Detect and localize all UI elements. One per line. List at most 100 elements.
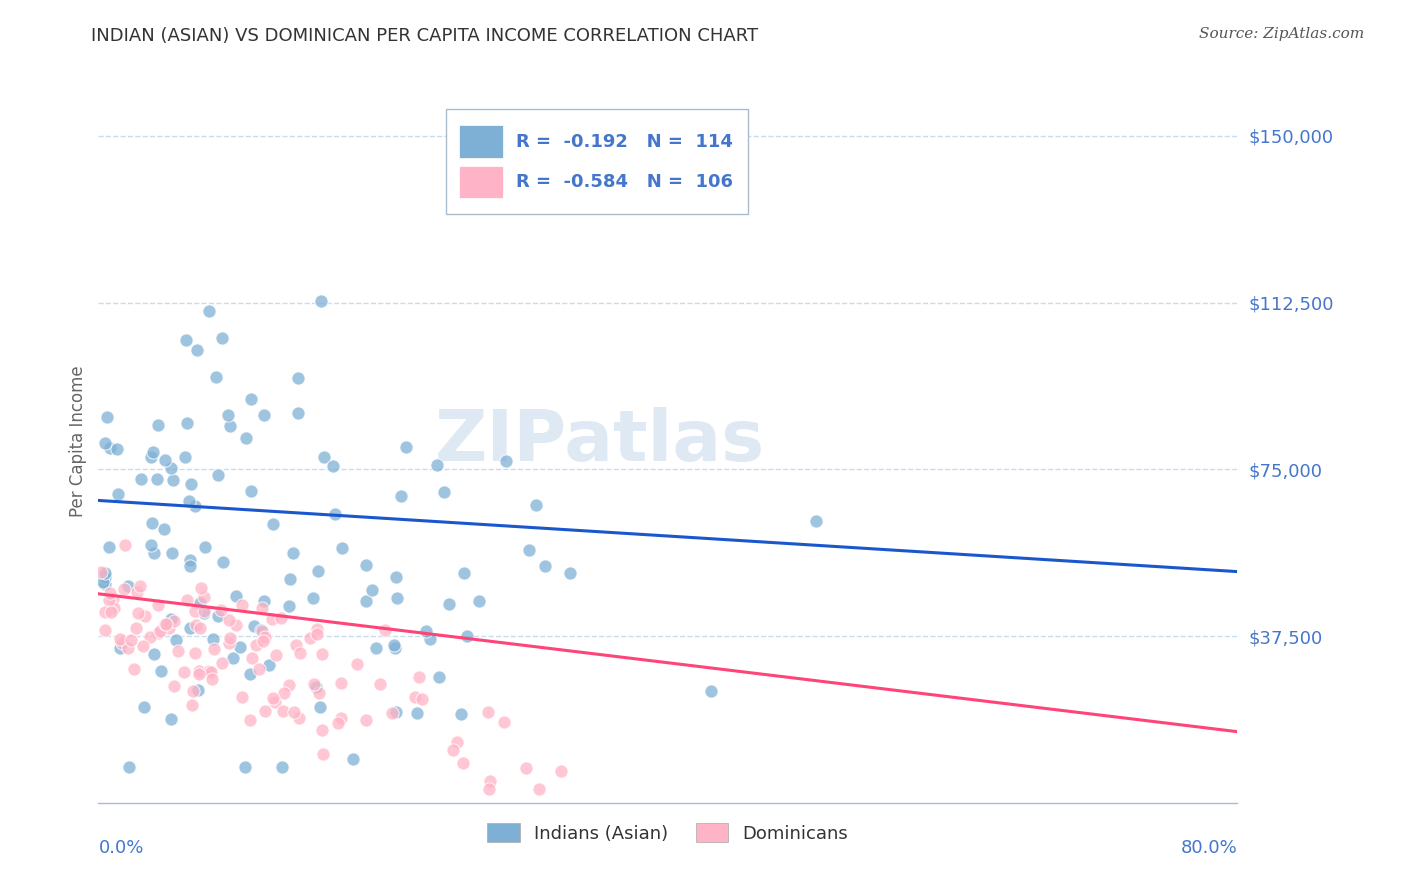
Point: [437, 597, 460, 611]
Point: [202, 632, 225, 646]
Point: [180, 476, 202, 491]
Point: [162, 473, 184, 487]
Point: [91, 574, 114, 589]
Point: [179, 621, 201, 635]
Point: [132, 639, 155, 653]
Point: [408, 670, 430, 684]
Point: [252, 634, 274, 648]
Y-axis label: Per Capita Income: Per Capita Income: [69, 366, 87, 517]
Point: [239, 713, 262, 727]
Point: [188, 621, 211, 635]
Bar: [460, 166, 503, 198]
Point: [385, 570, 408, 584]
Point: [120, 633, 142, 648]
Point: [117, 579, 139, 593]
Point: [467, 594, 489, 608]
Point: [193, 607, 215, 621]
Point: [148, 624, 170, 639]
Point: [287, 406, 309, 420]
Point: [146, 417, 169, 432]
Point: [280, 572, 302, 586]
Point: [307, 564, 329, 578]
Point: [179, 494, 201, 508]
Text: Source: ZipAtlas.com: Source: ZipAtlas.com: [1198, 27, 1364, 41]
Text: ZIPatlas: ZIPatlas: [434, 407, 765, 476]
Point: [524, 499, 547, 513]
Point: [330, 541, 353, 555]
Point: [217, 408, 239, 422]
Point: [453, 566, 475, 581]
Point: [309, 294, 332, 309]
Point: [166, 644, 188, 658]
Point: [184, 499, 207, 513]
Point: [141, 516, 163, 530]
Point: [173, 450, 195, 464]
Point: [235, 431, 257, 445]
Point: [188, 596, 211, 610]
Point: [361, 582, 384, 597]
Point: [157, 621, 180, 635]
Point: [250, 623, 273, 637]
Point: [107, 442, 129, 456]
Point: [207, 468, 229, 483]
Point: [323, 507, 346, 521]
Point: [231, 690, 253, 704]
Point: [146, 472, 169, 486]
Point: [242, 619, 264, 633]
Point: [194, 540, 217, 554]
Point: [278, 678, 301, 692]
Point: [262, 690, 284, 705]
Point: [98, 540, 121, 554]
Point: [387, 591, 409, 606]
Point: [222, 650, 245, 665]
Point: [94, 436, 117, 450]
Point: [94, 566, 117, 581]
Point: [270, 611, 292, 625]
Point: [288, 711, 311, 725]
Point: [305, 626, 328, 640]
Point: [302, 591, 325, 605]
Point: [394, 440, 416, 454]
Point: [198, 664, 221, 678]
Point: [162, 546, 184, 560]
Point: [94, 576, 117, 591]
Point: [233, 760, 256, 774]
Point: [477, 705, 499, 719]
Point: [118, 760, 141, 774]
Text: 80.0%: 80.0%: [1181, 838, 1237, 857]
Point: [240, 392, 263, 406]
Point: [211, 331, 233, 345]
Point: [173, 665, 195, 680]
Point: [253, 594, 276, 608]
Point: [247, 662, 270, 676]
Point: [176, 592, 198, 607]
Point: [285, 638, 308, 652]
Point: [117, 641, 139, 656]
Point: [143, 546, 166, 560]
Point: [699, 684, 721, 698]
Point: [411, 692, 433, 706]
Point: [159, 712, 181, 726]
Point: [479, 774, 502, 789]
Point: [527, 782, 550, 797]
Point: [314, 450, 336, 465]
Point: [193, 604, 215, 618]
Point: [129, 579, 152, 593]
Point: [103, 601, 125, 615]
Point: [253, 705, 276, 719]
Point: [308, 686, 330, 700]
Point: [165, 632, 187, 647]
Point: [550, 764, 572, 779]
Point: [132, 700, 155, 714]
Point: [141, 450, 163, 465]
Point: [456, 628, 478, 642]
Point: [131, 472, 153, 486]
Point: [186, 343, 208, 358]
Point: [382, 638, 405, 652]
Point: [426, 458, 449, 472]
Point: [107, 486, 129, 500]
Point: [142, 444, 165, 458]
Point: [239, 667, 262, 681]
Point: [160, 612, 183, 626]
Point: [146, 598, 169, 612]
